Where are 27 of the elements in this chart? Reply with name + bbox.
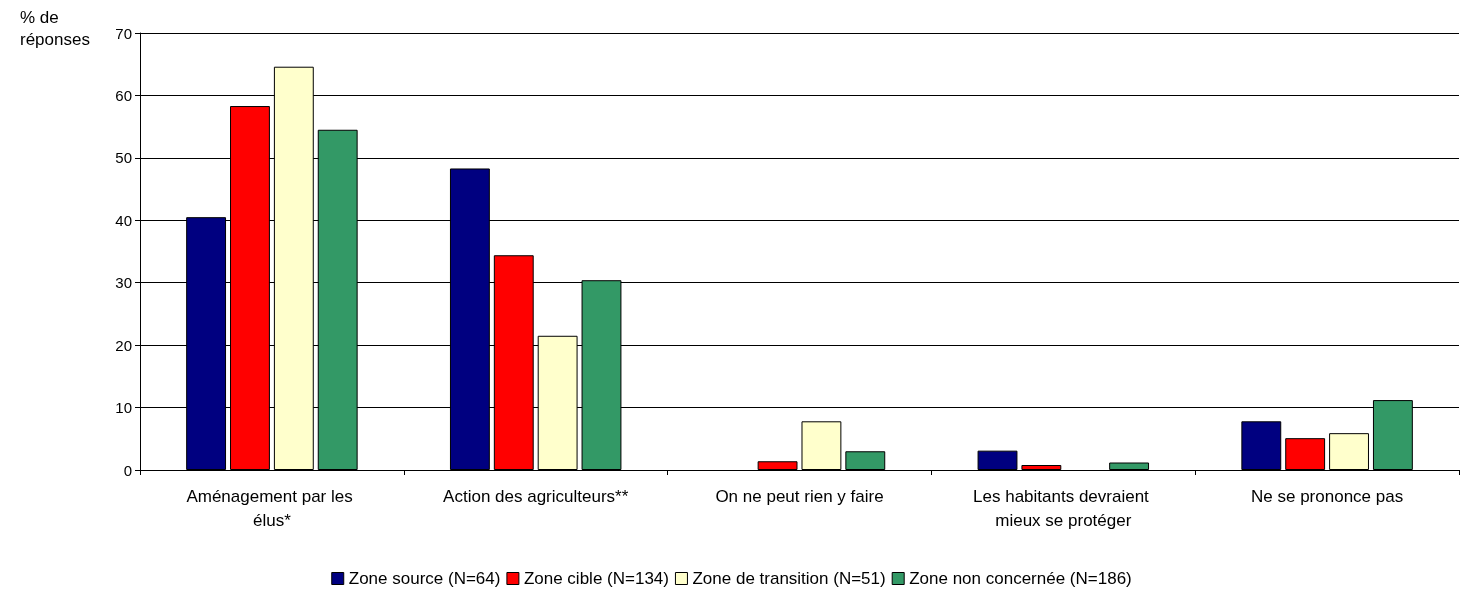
bar [1021, 465, 1062, 470]
bar [1329, 433, 1369, 470]
x-tick-label: Action des agriculteurs** [443, 486, 629, 506]
bar [1109, 462, 1150, 470]
y-tick-label: 50 [115, 149, 132, 167]
y-tick-label: 60 [115, 86, 132, 104]
legend-label: Zone de transition (N=51) [692, 569, 886, 588]
bar [845, 451, 886, 470]
legend-label: Zone source (N=64) [348, 569, 501, 588]
bar [801, 421, 842, 470]
y-tick-label: 40 [115, 211, 132, 229]
y-tick-label: 20 [115, 336, 132, 354]
x-tick-label: Les habitants devraient mieux se protéger [973, 486, 1154, 530]
x-tick-label: Aménagement par les élus* [186, 486, 358, 530]
y-tick-label: 0 [123, 461, 132, 479]
legend-label: Zone non concernée (N=186) [909, 569, 1132, 588]
legend-label: Zone cible (N=134) [523, 569, 669, 588]
bar [757, 461, 798, 470]
x-tick-label: Ne se prononce pas [1251, 486, 1404, 506]
bar [1285, 438, 1326, 470]
y-tick-label: 70 [115, 24, 132, 42]
y-tick-label: 30 [115, 274, 132, 292]
bar [977, 450, 1018, 470]
y-axis-title: % de réponses [20, 7, 90, 49]
x-tick-label: On ne peut rien y faire [715, 486, 884, 506]
bar [1241, 421, 1282, 470]
y-tick-label: 10 [115, 399, 132, 417]
